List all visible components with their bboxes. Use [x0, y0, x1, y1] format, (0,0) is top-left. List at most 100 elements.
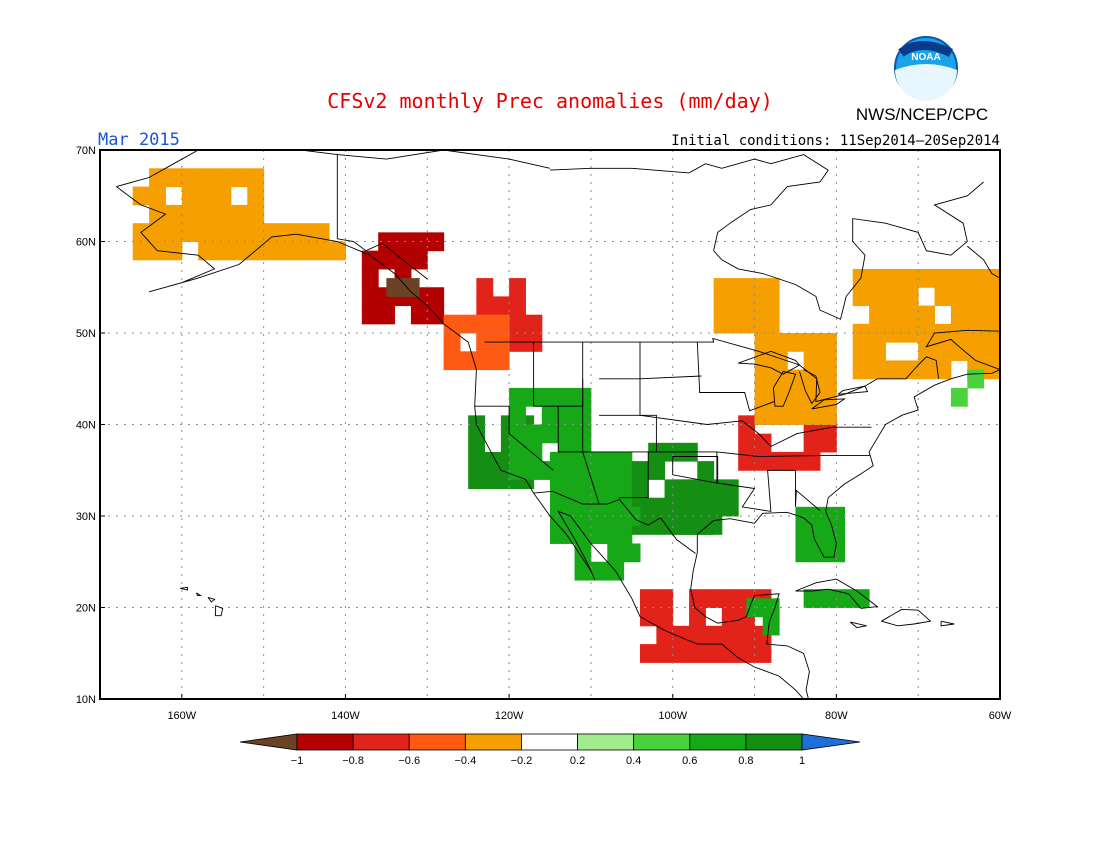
anomaly-cell [410, 232, 428, 252]
colorbar-tick-label: 0.4 [626, 755, 641, 767]
anomaly-cell [672, 644, 690, 663]
anomaly-cell [770, 406, 788, 425]
anomaly-cell [615, 470, 633, 490]
anomaly-cell [509, 387, 526, 407]
anomaly-cell [509, 314, 526, 334]
anomaly-cell [803, 451, 821, 471]
anomaly-region-bc-coast-core [386, 278, 420, 297]
anomaly-cell [820, 369, 837, 389]
anomaly-cell [214, 204, 232, 224]
anomaly-cell [803, 406, 821, 425]
anomaly-region-florida-wet [795, 506, 846, 563]
anomaly-cell [410, 305, 428, 325]
colorbar-tick-label: −0.2 [511, 755, 533, 767]
anomaly-cell [361, 287, 379, 307]
anomaly-cell [590, 525, 608, 544]
anomaly-cell [525, 442, 543, 462]
anomaly-cell [656, 625, 674, 645]
anomaly-cell [934, 342, 952, 361]
colorbar-tick-label: 0.6 [682, 755, 697, 767]
lat-label: 10N [76, 694, 96, 706]
anomaly-cell [460, 351, 477, 371]
anomaly-cell [476, 314, 494, 334]
anomaly-cell [361, 268, 379, 288]
anomaly-cell [525, 461, 543, 480]
anomaly-cell [492, 296, 510, 316]
lon-label: 140W [331, 710, 360, 722]
anomaly-cell [803, 351, 821, 371]
anomaly-cell [820, 433, 837, 453]
anomaly-cell [885, 268, 903, 288]
anomaly-cell [967, 305, 985, 325]
colorbar-segment [521, 733, 578, 751]
anomaly-cell [762, 296, 780, 316]
anomaly-cell [689, 625, 706, 645]
anomaly-cell [443, 351, 461, 371]
anomaly-region-quebec-dry [852, 268, 1000, 380]
anomaly-cell [705, 497, 723, 517]
anomaly-cell [247, 223, 265, 242]
colorbar-tick-label: −1 [291, 755, 304, 767]
anomaly-cell [230, 204, 248, 224]
anomaly-region-alaska-west-dry [132, 168, 265, 261]
anomaly-cell [934, 287, 952, 307]
anomaly-cell [967, 342, 985, 361]
coastline-segment [180, 586, 188, 591]
anomaly-cell [378, 250, 396, 270]
anomaly-cell [705, 644, 723, 663]
anomaly-cell [566, 470, 584, 490]
anomaly-cell [590, 506, 608, 526]
coastline-segment [484, 337, 940, 403]
anomaly-cell [312, 241, 330, 261]
anomaly-cell [460, 314, 477, 334]
anomaly-region-ontario-dry [713, 278, 780, 334]
anomaly-cell [492, 351, 510, 371]
anomaly-cell [165, 204, 183, 224]
anomaly-cell [181, 223, 199, 242]
anomaly-cell [918, 342, 936, 361]
anomaly-cell [795, 506, 813, 526]
anomaly-cell [296, 241, 314, 261]
anomaly-cell [149, 223, 166, 242]
anomaly-cell [509, 461, 526, 480]
anomaly-cell [730, 296, 747, 316]
coastline-segment [116, 186, 804, 699]
anomaly-cell [607, 525, 625, 544]
anomaly-cell [730, 278, 747, 297]
anomaly-cell [795, 525, 813, 544]
anomaly-cell [950, 305, 968, 325]
coastline-segment [116, 150, 551, 188]
anomaly-cell [378, 232, 396, 252]
anomaly-cell [950, 268, 968, 288]
anomaly-cell [198, 186, 216, 206]
coastlines [116, 150, 1000, 699]
anomaly-cell [214, 186, 232, 206]
anomaly-cell [558, 406, 576, 425]
anomaly-cell [443, 333, 461, 352]
anomaly-cell [280, 241, 297, 261]
anomaly-cell [566, 525, 584, 544]
coastline-segment [713, 181, 984, 320]
anomaly-cell [795, 543, 813, 563]
anomaly-cell [631, 479, 649, 499]
anomaly-cell [566, 451, 584, 471]
anomaly-cell [181, 186, 199, 206]
anomaly-cell [541, 406, 559, 425]
anomaly-cell [787, 406, 805, 425]
colorbar: −1 −0.8 −0.6 −0.4 −0.2 0.2 0.4 0.6 0.8 1 [239, 733, 861, 767]
lon-label: 80W [825, 710, 848, 722]
anomaly-cell [738, 433, 756, 453]
anomaly-cell [918, 268, 936, 288]
anomaly-cell [509, 424, 526, 444]
colorbar-segment [633, 733, 691, 751]
anomaly-cell [803, 433, 821, 453]
coastline-segment [772, 370, 797, 407]
anomaly-cell [754, 369, 772, 389]
anomaly-cell [754, 333, 772, 352]
anomaly-cell [983, 360, 1000, 380]
coastline-segment [336, 153, 428, 280]
anomaly-cell [410, 250, 428, 270]
anomaly-cell [427, 287, 445, 307]
lat-label: 20N [76, 603, 96, 615]
